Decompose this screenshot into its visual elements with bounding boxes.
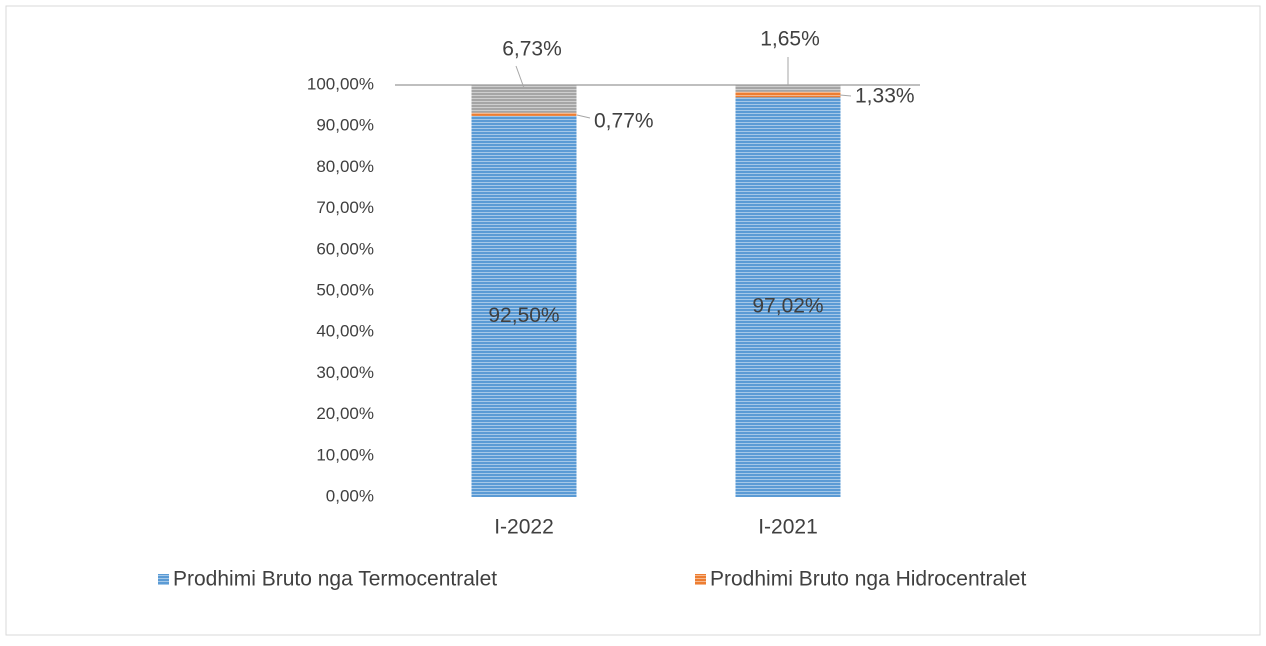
- bar-segment: [471, 112, 577, 116]
- leader-line: [515, 65, 525, 89]
- chart-frame: [5, 5, 1261, 636]
- bar-segment: [735, 97, 841, 498]
- data-label: 6,73%: [502, 38, 562, 61]
- legend-swatch: [695, 574, 706, 585]
- y-tick-label: 10,00%: [316, 445, 374, 464]
- data-label: 1,65%: [760, 28, 820, 51]
- legend-swatch: [158, 574, 169, 585]
- y-tick-label: 90,00%: [316, 116, 374, 135]
- legend-label: Prodhimi Bruto nga Termocentralet: [173, 568, 497, 591]
- y-tick-label: 20,00%: [316, 404, 374, 423]
- data-label: 92,50%: [488, 304, 559, 327]
- legend-label: Prodhimi Bruto nga Hidrocentralet: [710, 568, 1026, 591]
- leader-line: [839, 94, 852, 97]
- y-tick-label: 40,00%: [316, 322, 374, 341]
- bar-segment: [471, 85, 577, 113]
- y-tick-label: 60,00%: [316, 239, 374, 258]
- y-tick-label: 70,00%: [316, 198, 374, 217]
- y-tick-label: 50,00%: [316, 280, 374, 299]
- y-tick-label: 100,00%: [307, 74, 374, 93]
- bar-segment: [735, 85, 841, 92]
- y-tick-label: 30,00%: [316, 363, 374, 382]
- bar-segment: [735, 91, 841, 98]
- y-tick-label: 0,00%: [326, 486, 374, 505]
- leader-line: [576, 114, 591, 119]
- data-label: 1,33%: [855, 85, 915, 108]
- x-tick-label: I-2022: [494, 516, 554, 539]
- data-label: 97,02%: [752, 295, 823, 318]
- data-label: 0,77%: [594, 110, 654, 133]
- y-tick-label: 80,00%: [316, 157, 374, 176]
- x-tick-label: I-2021: [758, 516, 818, 539]
- bar-segment: [471, 115, 577, 498]
